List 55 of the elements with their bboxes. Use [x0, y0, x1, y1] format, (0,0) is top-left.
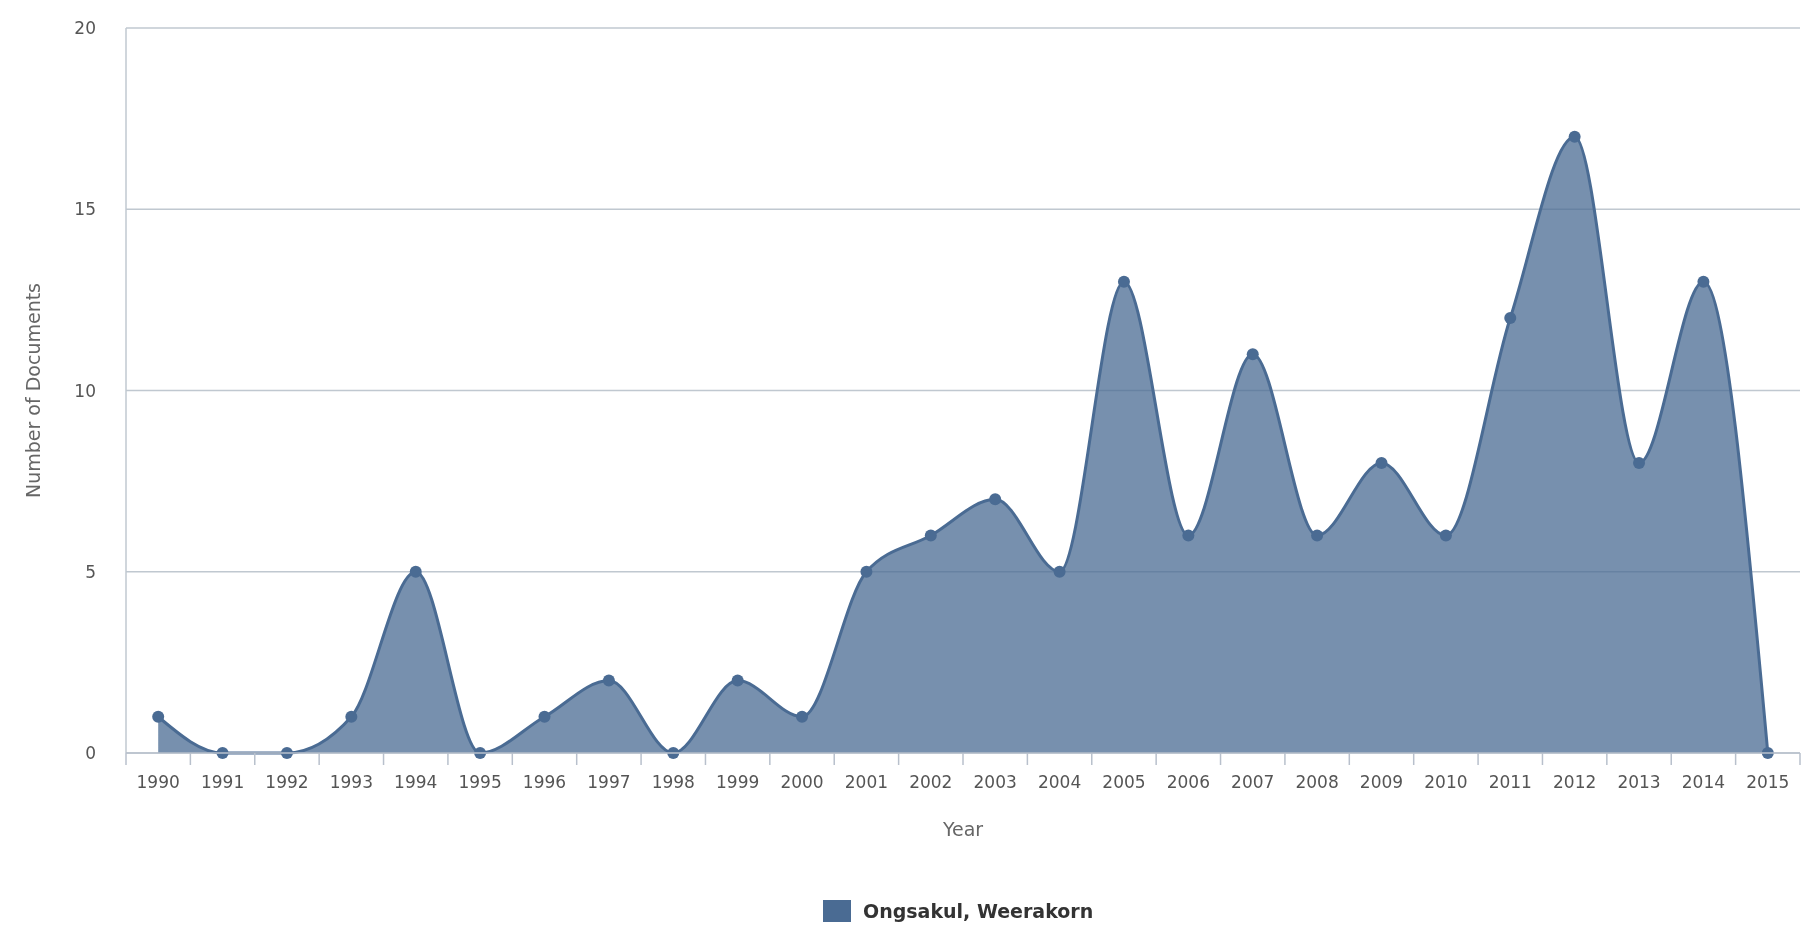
y-tick-label: 20: [74, 18, 96, 38]
x-tick-label: 1994: [394, 772, 438, 792]
x-tick-label: 2011: [1488, 772, 1532, 792]
x-tick-label: 2006: [1166, 772, 1210, 792]
point: [1697, 275, 1710, 288]
point: [1633, 457, 1646, 469]
point: [796, 710, 809, 723]
point: [152, 710, 165, 723]
y-tick-label: 10: [74, 380, 96, 401]
x-tick-label: 1991: [200, 772, 245, 792]
x-tick-label: 2014: [1681, 772, 1726, 792]
point: [1375, 457, 1388, 469]
x-tick-label: 2005: [1102, 772, 1146, 792]
x-tick-label: 2007: [1231, 772, 1275, 792]
x-tick-label: 1993: [329, 772, 373, 792]
point: [1439, 529, 1452, 542]
x-axis-title: Year: [941, 818, 984, 840]
point: [1311, 529, 1324, 542]
point: [1117, 275, 1130, 288]
point: [1246, 348, 1259, 361]
y-tick-label: 0: [85, 743, 96, 763]
x-tick-label: 1992: [265, 772, 309, 792]
x-tick-label: 2004: [1037, 772, 1082, 792]
x-tick-label: 2001: [844, 772, 889, 792]
x-tick-label: 2002: [909, 772, 953, 792]
point: [1053, 565, 1066, 578]
y-tick-label: 5: [85, 561, 96, 582]
x-tick-label: 1990: [136, 772, 180, 792]
x-tick-label: 2012: [1553, 772, 1597, 792]
x-tick-label: 1996: [522, 772, 567, 792]
point: [731, 674, 744, 687]
x-tick-label: 1997: [587, 772, 631, 792]
x-tick-label: 2000: [780, 772, 824, 792]
point: [989, 493, 1002, 506]
point: [1568, 130, 1581, 143]
x-tick-label: 2013: [1617, 772, 1661, 792]
point: [860, 565, 873, 578]
point: [1182, 529, 1195, 542]
y-tick-label: 15: [74, 199, 96, 220]
x-tick-label: 2009: [1359, 772, 1404, 792]
x-tick-label: 2008: [1295, 772, 1339, 792]
x-tick-label: 2003: [973, 772, 1017, 792]
y-axis-title: Number of Documents: [22, 282, 44, 499]
legend-label: Ongsakul, Weerakorn: [863, 900, 1094, 922]
point: [538, 710, 551, 723]
x-tick-label: 1999: [716, 772, 760, 792]
point: [409, 565, 422, 578]
point: [924, 529, 937, 542]
point: [1504, 312, 1517, 324]
x-tick-label: 2010: [1424, 772, 1468, 792]
x-tick-label: 1995: [458, 772, 502, 792]
x-tick-label: 2015: [1746, 772, 1790, 792]
x-tick-label: 1998: [651, 772, 695, 792]
point: [345, 710, 358, 723]
point: [602, 674, 615, 687]
